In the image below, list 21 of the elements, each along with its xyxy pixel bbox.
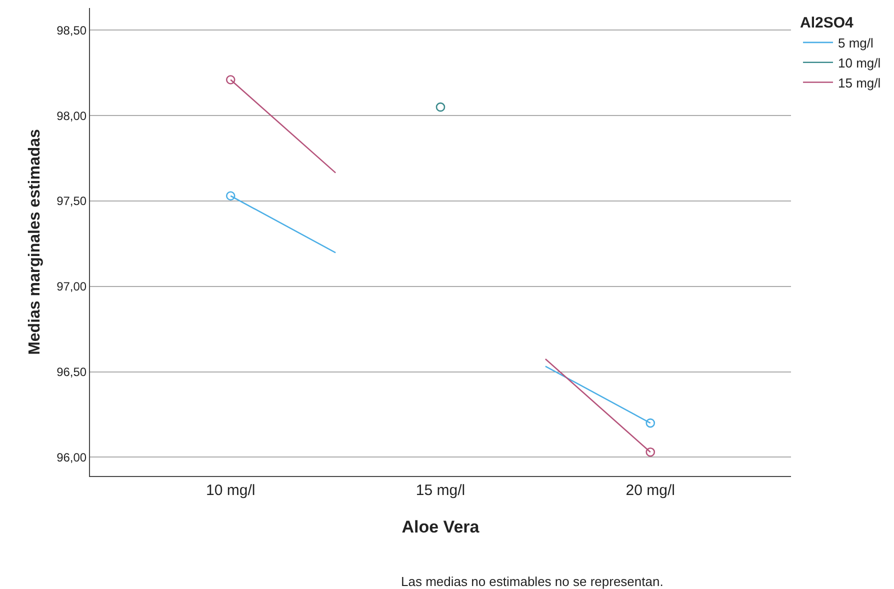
point (226, 191, 236, 201)
point (646, 447, 656, 457)
x-tick-label: 15 mg/l (416, 482, 466, 499)
text: Las medias no estimables no se representan. (401, 574, 664, 589)
y-tick-label: 98,50 (56, 23, 87, 38)
x-axis-title: Aloe Vera (402, 517, 480, 536)
y-tick-label: 96,50 (56, 365, 87, 380)
legend-label: 15 mg/l (838, 75, 881, 90)
x-tick-label: 20 mg/l (626, 482, 675, 499)
point (226, 75, 236, 84)
legend-label: 10 mg/l (838, 55, 881, 70)
legend-title: Al2SO4 (800, 14, 854, 32)
y-tick-label: 98,00 (56, 108, 87, 123)
legend-label: 5 mg/l (838, 36, 874, 51)
y-tick-label: 97,50 (56, 194, 87, 208)
y-axis-title: Medias marginales estimadas (26, 128, 44, 355)
x-tick-label: 10 mg/l (206, 482, 256, 499)
point (646, 418, 656, 428)
y-tick-label: 96,00 (56, 450, 87, 464)
point (436, 102, 446, 112)
y-tick-label: 97,00 (56, 280, 87, 294)
